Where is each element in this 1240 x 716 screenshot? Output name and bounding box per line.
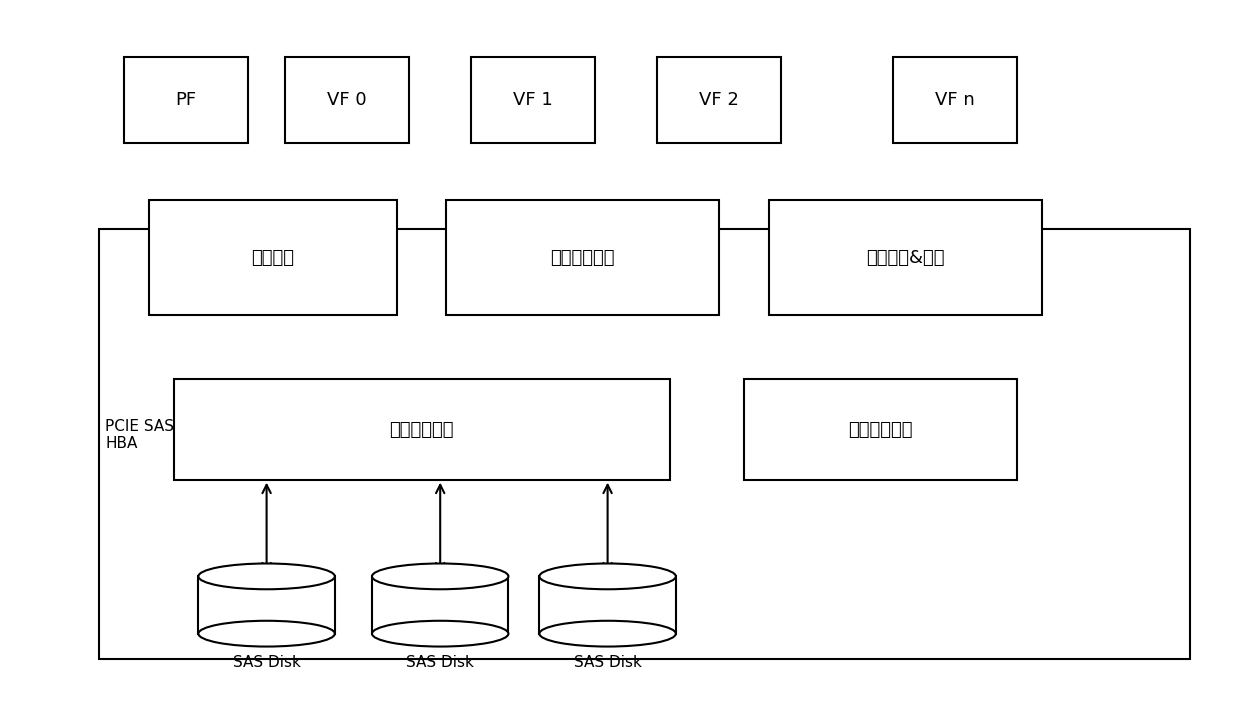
Ellipse shape <box>372 621 508 647</box>
FancyBboxPatch shape <box>471 57 595 143</box>
Text: 磁盘空间管理: 磁盘空间管理 <box>389 420 454 439</box>
Ellipse shape <box>198 563 335 589</box>
Text: VF n: VF n <box>935 91 975 110</box>
FancyBboxPatch shape <box>893 57 1017 143</box>
Ellipse shape <box>372 563 508 589</box>
Bar <box>198 576 335 634</box>
Text: 差分镜像管理: 差分镜像管理 <box>551 248 615 267</box>
FancyBboxPatch shape <box>744 379 1017 480</box>
Text: PF: PF <box>175 91 197 110</box>
Text: 队列映射&调度: 队列映射&调度 <box>866 248 945 267</box>
FancyBboxPatch shape <box>446 200 719 315</box>
Text: SAS Disk: SAS Disk <box>233 655 300 670</box>
FancyBboxPatch shape <box>174 379 670 480</box>
Text: VF 2: VF 2 <box>699 91 739 110</box>
Text: VF 0: VF 0 <box>327 91 367 110</box>
Bar <box>539 576 676 634</box>
Text: SAS Disk: SAS Disk <box>574 655 641 670</box>
FancyBboxPatch shape <box>149 200 397 315</box>
Bar <box>99 229 1190 659</box>
Ellipse shape <box>539 563 676 589</box>
Ellipse shape <box>198 621 335 647</box>
Text: 队列资源管理: 队列资源管理 <box>848 420 913 439</box>
Bar <box>372 576 508 634</box>
Text: VF 1: VF 1 <box>513 91 553 110</box>
Text: PCIE SAS
HBA: PCIE SAS HBA <box>105 419 175 451</box>
FancyBboxPatch shape <box>769 200 1042 315</box>
Text: 镜像管理: 镜像管理 <box>252 248 294 267</box>
Ellipse shape <box>539 621 676 647</box>
FancyBboxPatch shape <box>657 57 781 143</box>
FancyBboxPatch shape <box>285 57 409 143</box>
Text: SAS Disk: SAS Disk <box>407 655 474 670</box>
FancyBboxPatch shape <box>124 57 248 143</box>
